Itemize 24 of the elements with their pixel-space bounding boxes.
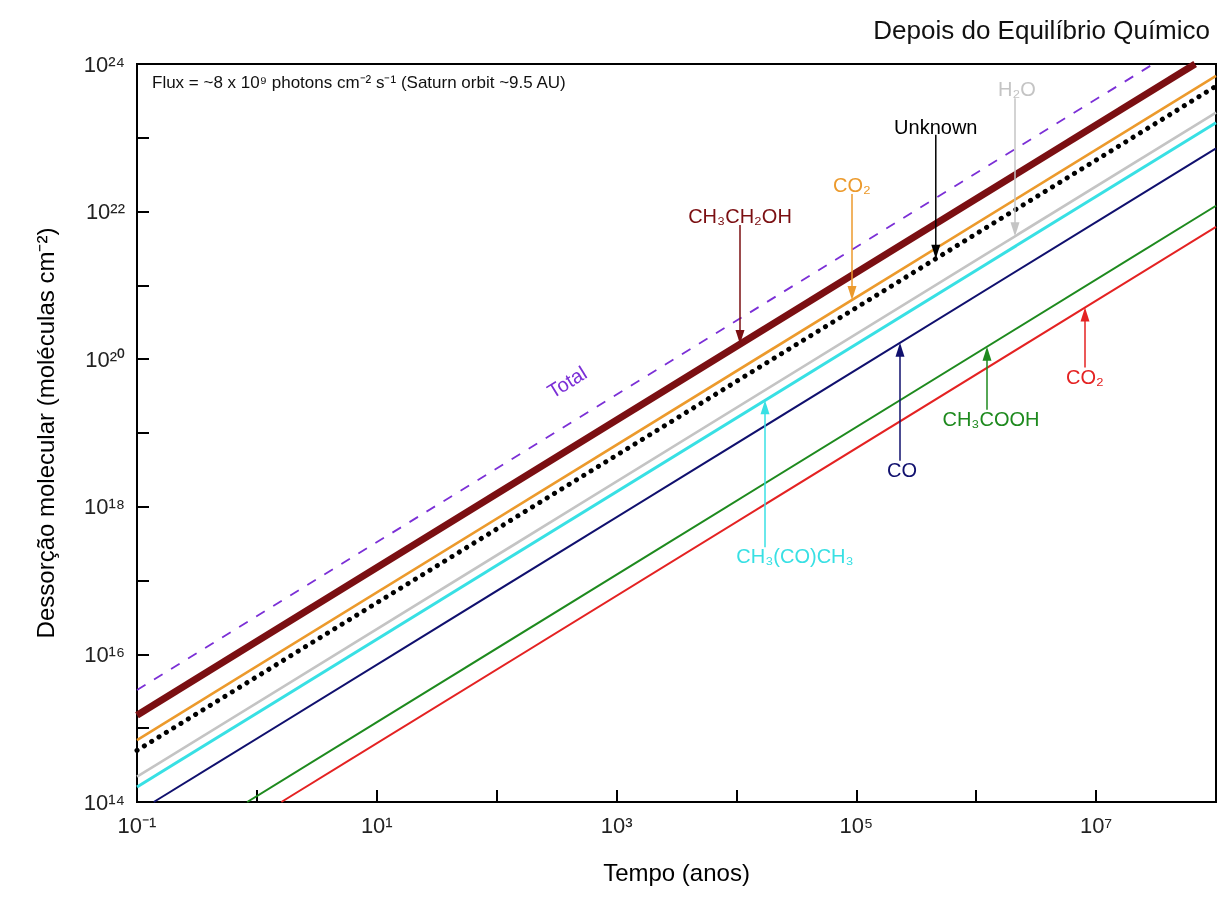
- x-tick-label: 10⁵: [839, 812, 874, 838]
- annotation: CH₃CH₂OH: [688, 205, 792, 228]
- annotation: CO₂: [1066, 365, 1104, 388]
- y-tick-label: 10¹⁶: [84, 641, 125, 667]
- y-tick-label: 10²⁴: [83, 51, 125, 77]
- x-tick-label: 10¹: [360, 812, 393, 838]
- annotation: Total: [543, 361, 591, 403]
- y-axis-title: Dessorção molecular (moléculas cm⁻²): [31, 227, 59, 639]
- annotation: CO₂: [833, 173, 871, 196]
- y-tick-label: 10²²: [85, 199, 125, 225]
- annotation: CH₃(CO)CH₃: [736, 545, 854, 568]
- y-tick-label: 10²⁰: [85, 346, 125, 372]
- x-tick-label: 10⁻¹: [117, 812, 157, 838]
- y-tick-label: 10¹⁴: [83, 789, 125, 815]
- x-axis-title: Tempo (anos): [603, 858, 750, 886]
- annotation: H₂O: [998, 78, 1036, 101]
- annotation: Unknown: [894, 115, 978, 138]
- annotation: CO: [887, 458, 917, 481]
- chart-title: Depois do Equilíbrio Químico: [873, 15, 1210, 45]
- annotation: CH₃COOH: [942, 407, 1040, 430]
- x-tick-label: 10⁷: [1079, 812, 1113, 838]
- y-tick-label: 10¹⁸: [83, 494, 125, 520]
- x-tick-label: 10³: [600, 812, 633, 838]
- annotation: Flux = ~8 x 10⁹ photons cm⁻² s⁻¹ (Saturn orbit ~9.5 AU): [152, 73, 566, 92]
